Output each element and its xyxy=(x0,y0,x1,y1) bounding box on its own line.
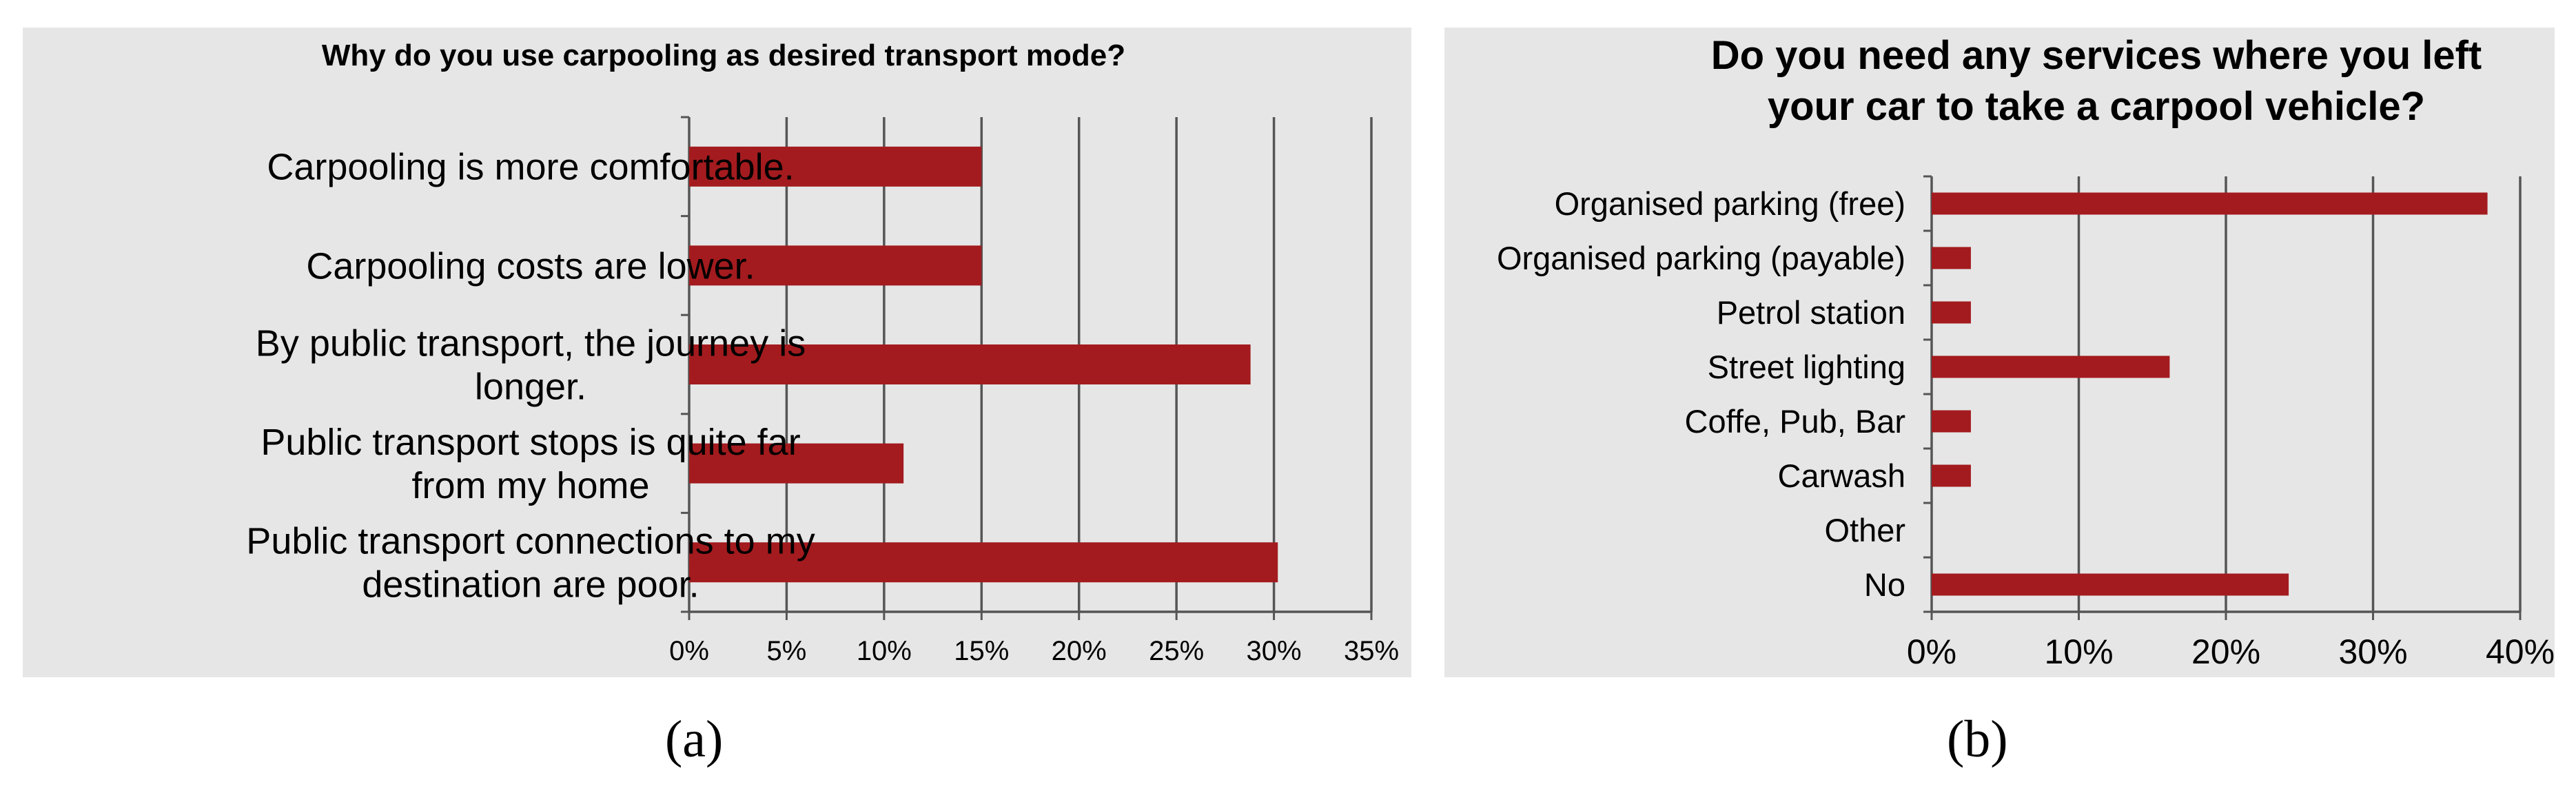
chart-b-category-label: Carwash xyxy=(1778,457,1905,494)
chart-a-category-label: By public transport, the journey is xyxy=(256,322,806,364)
chart-a-category-label: Public transport connections to my xyxy=(246,521,815,562)
chart-a-bar xyxy=(689,542,1278,583)
chart-a-category-label: Carpooling costs are lower. xyxy=(306,245,755,287)
chart-b-x-tick-label: 30% xyxy=(2338,632,2407,671)
chart-b-title: your car to take a carpool vehicle? xyxy=(1768,84,2425,129)
chart-b-bar xyxy=(1932,356,2170,378)
chart-a-x-tick-label: 30% xyxy=(1247,636,1302,666)
chart-b-category-label: Coffe, Pub, Bar xyxy=(1685,403,1906,440)
chart-b-bar xyxy=(1932,301,1971,324)
subfigure-label-a: (a) xyxy=(665,710,724,768)
chart-b-category-label: Petrol station xyxy=(1717,294,1905,331)
chart-b-x-tick-label: 0% xyxy=(1907,632,1956,671)
chart-a-bar xyxy=(689,344,1251,384)
chart-b-x-tick-label: 10% xyxy=(2044,632,2113,671)
chart-b-bar xyxy=(1932,192,2488,215)
chart-a-bar xyxy=(689,245,982,286)
chart-a-category-label: destination are poor. xyxy=(362,564,699,606)
chart-a-category-label: longer. xyxy=(475,366,586,407)
chart-a-x-tick-label: 0% xyxy=(669,636,709,666)
chart-b-category-label: Organised parking (free) xyxy=(1555,185,1905,222)
chart-a-x-tick-label: 5% xyxy=(767,636,807,666)
chart-b-bar xyxy=(1932,464,1971,487)
chart-a-bar xyxy=(689,146,982,187)
chart-a-title: Why do you use carpooling as desired tra… xyxy=(322,39,1125,72)
chart-b-x-tick-label: 20% xyxy=(2191,632,2260,671)
chart-a-category-label: from my home xyxy=(411,465,649,506)
chart-b-category-label: Other xyxy=(1824,512,1905,548)
chart-b-category-label: Organised parking (payable) xyxy=(1497,240,1905,276)
chart-a-x-tick-label: 10% xyxy=(857,636,912,666)
chart-b-bar xyxy=(1932,247,1971,269)
chart-b-title: Do you need any services where you left xyxy=(1711,33,2482,78)
chart-b-category-label: No xyxy=(1864,566,1905,603)
chart-a-category-label: Carpooling is more comfortable. xyxy=(267,147,794,188)
chart-a-x-tick-label: 20% xyxy=(1052,636,1107,666)
chart-a-category-label: Public transport stops is quite far xyxy=(260,422,800,463)
chart-a-x-tick-label: 15% xyxy=(954,636,1009,666)
chart-b-x-tick-label: 40% xyxy=(2486,632,2555,671)
subfigure-label-b: (b) xyxy=(1947,710,2008,768)
chart-b-bar xyxy=(1932,410,1971,433)
chart-a-x-tick-label: 25% xyxy=(1149,636,1204,666)
chart-b-category-label: Street lighting xyxy=(1708,349,1905,385)
chart-b-bar xyxy=(1932,573,2289,596)
chart-a-x-tick-label: 35% xyxy=(1344,636,1399,666)
chart-panel-b xyxy=(1444,28,2555,677)
chart-a-bar xyxy=(689,443,904,484)
